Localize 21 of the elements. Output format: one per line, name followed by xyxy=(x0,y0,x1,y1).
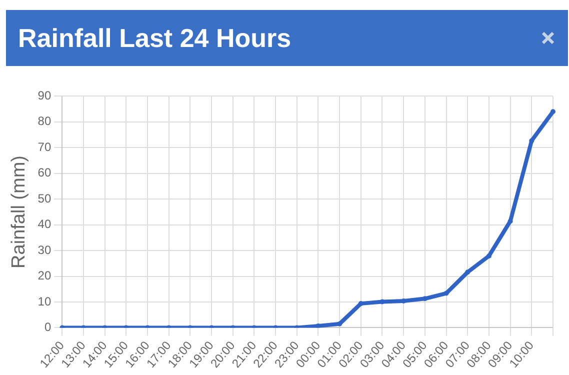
y-tick-label: 0 xyxy=(44,320,52,334)
y-axis-title: Rainfall (mm) xyxy=(8,155,30,268)
point xyxy=(337,321,342,326)
y-tick-label: 70 xyxy=(38,140,52,154)
y-tick-label: 50 xyxy=(38,191,52,206)
y-tick-label: 30 xyxy=(38,242,52,257)
point xyxy=(486,253,492,258)
point xyxy=(316,323,321,328)
chart-title: Rainfall Last 24 Hours xyxy=(18,22,292,54)
point xyxy=(444,290,449,296)
point xyxy=(358,301,364,306)
y-tick-label: 40 xyxy=(38,217,52,232)
point xyxy=(508,218,513,224)
point xyxy=(529,138,534,144)
y-tick-label: 80 xyxy=(38,114,52,128)
point xyxy=(550,109,556,114)
point xyxy=(465,270,470,275)
y-tick-label: 90 xyxy=(38,88,52,103)
y-tick-label: 60 xyxy=(38,166,52,180)
y-tick-label: 20 xyxy=(38,268,52,283)
y-tick-label: 10 xyxy=(38,294,52,308)
